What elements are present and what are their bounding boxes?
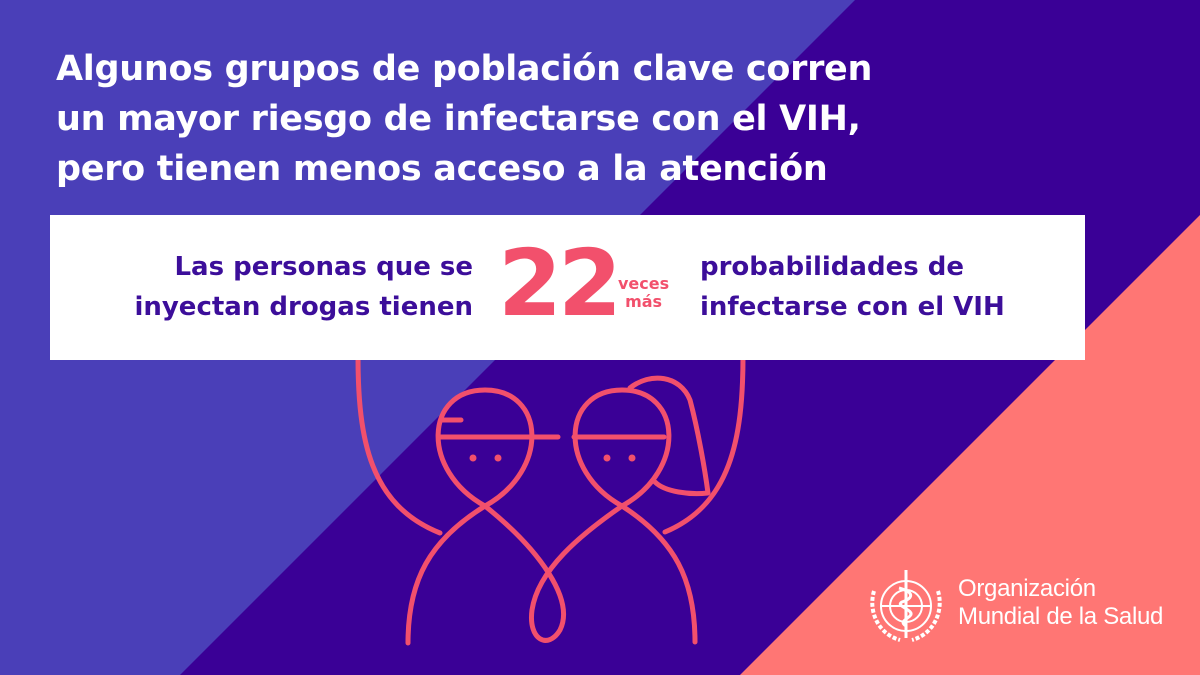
- text-line: infectarse con el VIH: [700, 292, 1005, 322]
- headline-line: un mayor riesgo de infectarse con el VIH…: [56, 99, 861, 139]
- eye: [494, 454, 502, 462]
- text-line: probabilidades de: [700, 252, 964, 282]
- text-line: inyectan drogas tienen: [134, 292, 473, 322]
- middle-loop: [482, 503, 625, 643]
- who-logo-text: Organización Mundial de la Salud: [958, 575, 1163, 631]
- statistic-number: 22: [498, 230, 622, 337]
- statistic-outcome: probabilidades de infectarse con el VIH: [700, 247, 1005, 327]
- eye: [469, 454, 477, 462]
- eye: [603, 454, 611, 462]
- ponytail: [627, 375, 711, 497]
- left-head: [435, 387, 535, 509]
- statistic-card: Las personas que se inyectan drogas tien…: [50, 215, 1085, 360]
- headline-line: pero tienen menos acceso a la atención: [56, 149, 828, 189]
- text-line: Las personas que se: [174, 252, 473, 282]
- headline-line: Algunos grupos de población clave corren: [56, 49, 873, 89]
- right-head: [572, 387, 672, 509]
- right-body: [619, 503, 698, 645]
- text-line: Organización: [958, 575, 1096, 602]
- salmon-band: [740, 215, 1200, 675]
- statistic-subject: Las personas que se inyectan drogas tien…: [134, 247, 473, 327]
- who-emblem-icon: [870, 570, 942, 642]
- text-line: más: [625, 292, 663, 311]
- text-line: Mundial de la Salud: [958, 603, 1164, 630]
- left-arm: [355, 353, 443, 536]
- eye: [628, 454, 636, 462]
- headline: Algunos grupos de población clave corren…: [56, 44, 1176, 194]
- right-arm: [662, 353, 746, 535]
- left-body: [405, 503, 488, 646]
- text-line: veces: [618, 274, 670, 293]
- statistic-unit: veces más: [618, 275, 669, 311]
